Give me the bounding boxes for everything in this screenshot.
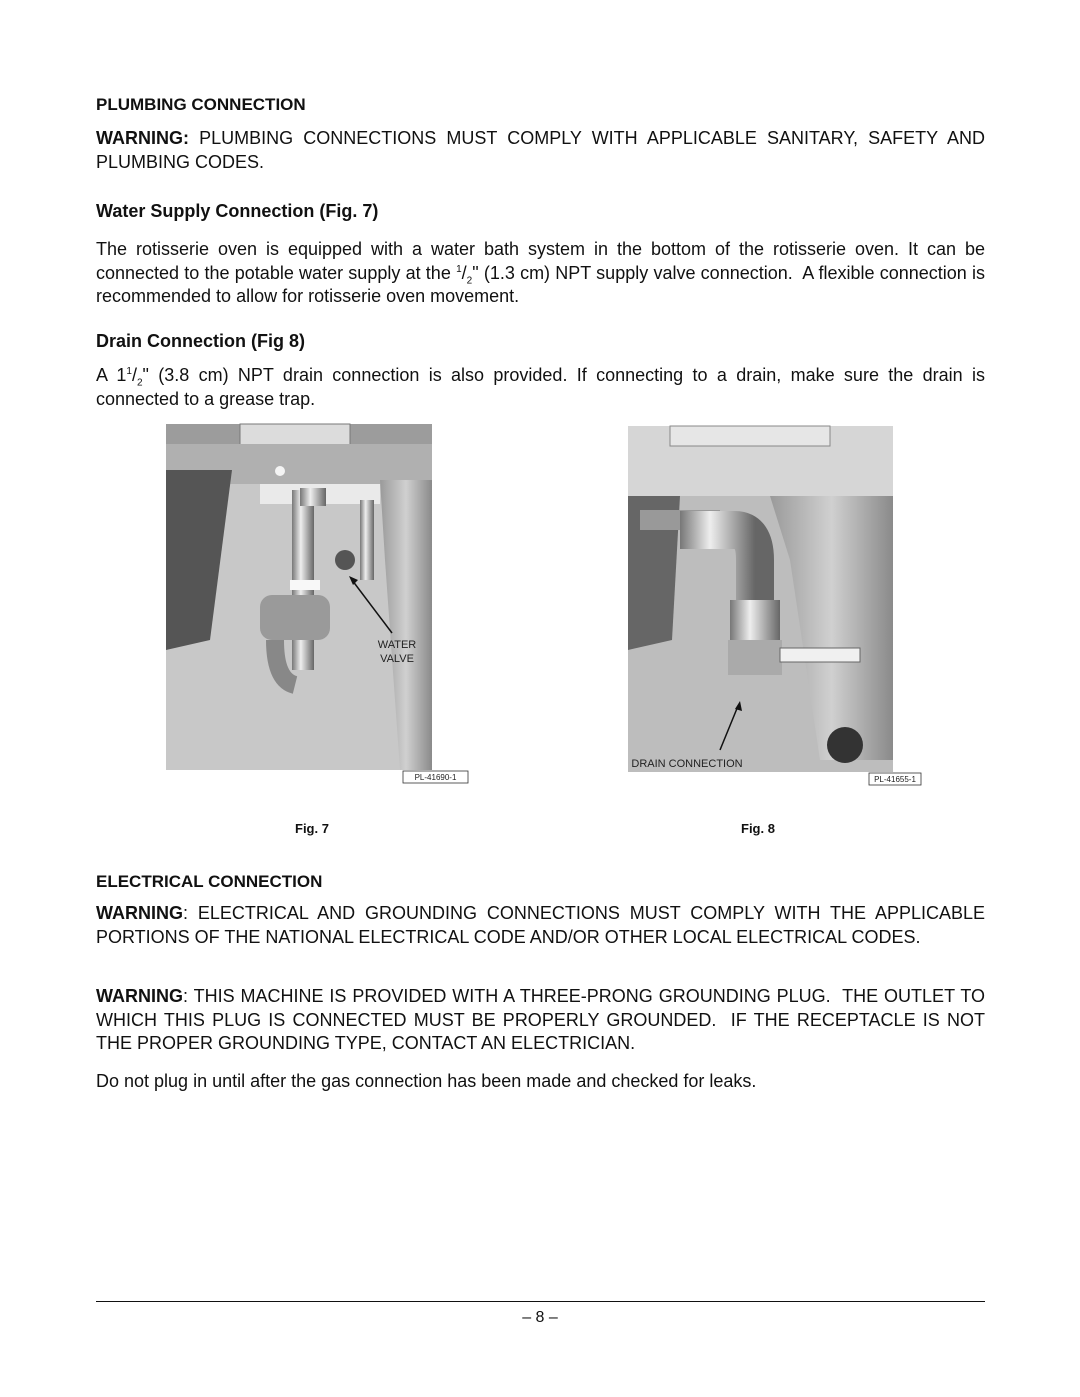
warning-text: PLUMBING CONNECTIONS MUST COMPLY WITH AP… — [96, 128, 991, 172]
warning-label: WARNING — [96, 903, 183, 923]
slash: / — [131, 365, 137, 385]
fraction: 1/2 — [126, 365, 142, 388]
fraction: 1/2 — [456, 262, 473, 287]
paragraph: A 11/2" (3.8 cm) NPT drain connection is… — [96, 364, 985, 411]
warning: WARNING: PLUMBING CONNECTIONS MUST COMPL… — [96, 127, 985, 174]
subheading: Water Supply Connection (Fig. 7) — [96, 201, 379, 221]
numerator: 1 — [126, 366, 132, 377]
text: A 1 — [96, 365, 127, 385]
text: " (3.8 cm) NPT drain connection is also … — [96, 365, 991, 409]
numerator: 1 — [456, 263, 462, 275]
figure-label: DRAIN CONNECTION — [631, 758, 742, 770]
text: " (1.3 cm) NPT supply valve connection. … — [96, 262, 991, 307]
paragraph: The rotisserie oven is equipped with a w… — [96, 238, 985, 309]
warning: WARNING: ELECTRICAL AND GROUNDING CONNEC… — [96, 902, 985, 949]
section-heading: PLUMBING CONNECTION — [96, 95, 306, 114]
text: The rotisserie oven is equipped with a w… — [96, 239, 991, 283]
photo-fig7: WATER VALVE PL-41690-1 — [166, 423, 469, 784]
section-heading: ELECTRICAL CONNECTION — [96, 872, 323, 891]
subheading: Drain Connection (Fig 8) — [96, 331, 305, 351]
figure-label: VALVE — [380, 653, 414, 665]
warning: WARNING: THIS MACHINE IS PROVIDED WITH A… — [96, 985, 985, 1056]
paragraph: Do not plug in until after the gas conne… — [96, 1071, 757, 1091]
page-number: – 8 – — [522, 1309, 558, 1326]
figure-code: PL-41655-1 — [874, 775, 916, 784]
footer-rule — [96, 1301, 985, 1302]
figure-caption: Fig. 8 — [741, 821, 775, 836]
figure-caption: Fig. 7 — [295, 821, 329, 836]
warning-text: : ELECTRICAL AND GROUNDING CONNECTIONS M… — [96, 903, 991, 947]
warning-label: WARNING — [96, 986, 183, 1006]
figure-code: PL-41690-1 — [415, 773, 457, 782]
warning-text: : THIS MACHINE IS PROVIDED WITH A THREE-… — [96, 986, 991, 1053]
photo-fig8: DRAIN CONNECTION PL-41655-1 — [628, 425, 922, 786]
figures: WATER VALVE PL-41690-1 DRAIN CONNECTION … — [166, 423, 922, 786]
slash: / — [461, 262, 467, 283]
denominator: 2 — [136, 377, 143, 389]
denominator: 2 — [466, 275, 473, 287]
figure-label: WATER — [378, 639, 417, 651]
warning-label: WARNING: — [96, 128, 189, 148]
